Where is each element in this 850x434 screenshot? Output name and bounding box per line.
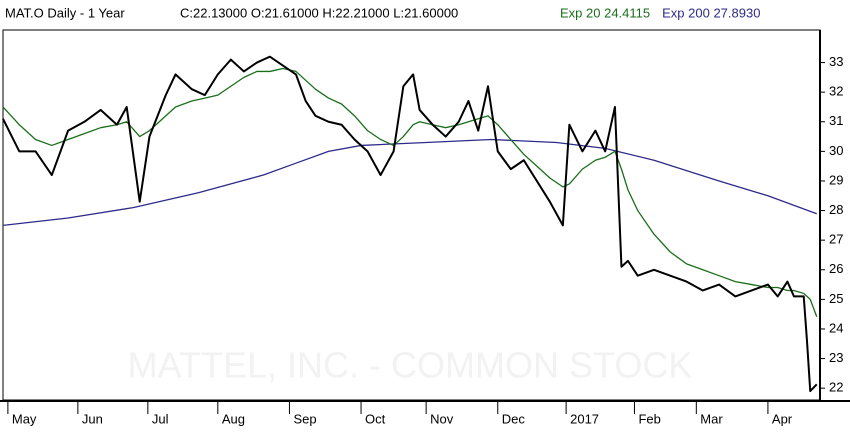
y-tick-label: 28 [829,202,843,217]
x-tick-label: Apr [772,411,793,426]
chart-title: MAT.O Daily - 1 Year [5,5,125,20]
x-tick-label: Feb [638,411,660,426]
x-tick-label: May [12,411,37,426]
x-tick-label: Jul [152,411,169,426]
x-tick-label: 2017 [570,411,599,426]
y-tick-label: 29 [829,172,843,187]
watermark: MATTEL, INC. - COMMON STOCK [128,345,693,386]
y-tick-label: 30 [829,143,843,158]
x-tick-label: Nov [430,411,454,426]
y-tick-label: 26 [829,261,843,276]
y-tick-label: 24 [829,320,843,335]
y-tick-label: 33 [829,54,843,69]
ohlc-label: C:22.13000 O:21.61000 H:22.21000 L:21.60… [180,5,458,20]
y-tick-label: 27 [829,232,843,247]
legend-entry: Exp 20 24.4115 [560,5,650,20]
x-tick-label: Dec [502,411,526,426]
x-tick-label: Jun [82,411,103,426]
y-tick-label: 23 [829,350,843,365]
y-tick-label: 32 [829,84,843,99]
legend-entry: Exp 200 27.8930 [662,5,760,20]
price-line [2,67,818,318]
x-tick-label: Oct [365,411,386,426]
x-tick-label: Aug [222,411,245,426]
price-line [2,138,817,227]
x-tick-label: Sep [293,411,316,426]
y-tick-label: 25 [829,291,843,306]
x-tick-label: Mar [700,411,723,426]
y-tick-label: 22 [829,380,843,395]
price-line [2,55,818,393]
y-tick-label: 31 [829,113,843,128]
